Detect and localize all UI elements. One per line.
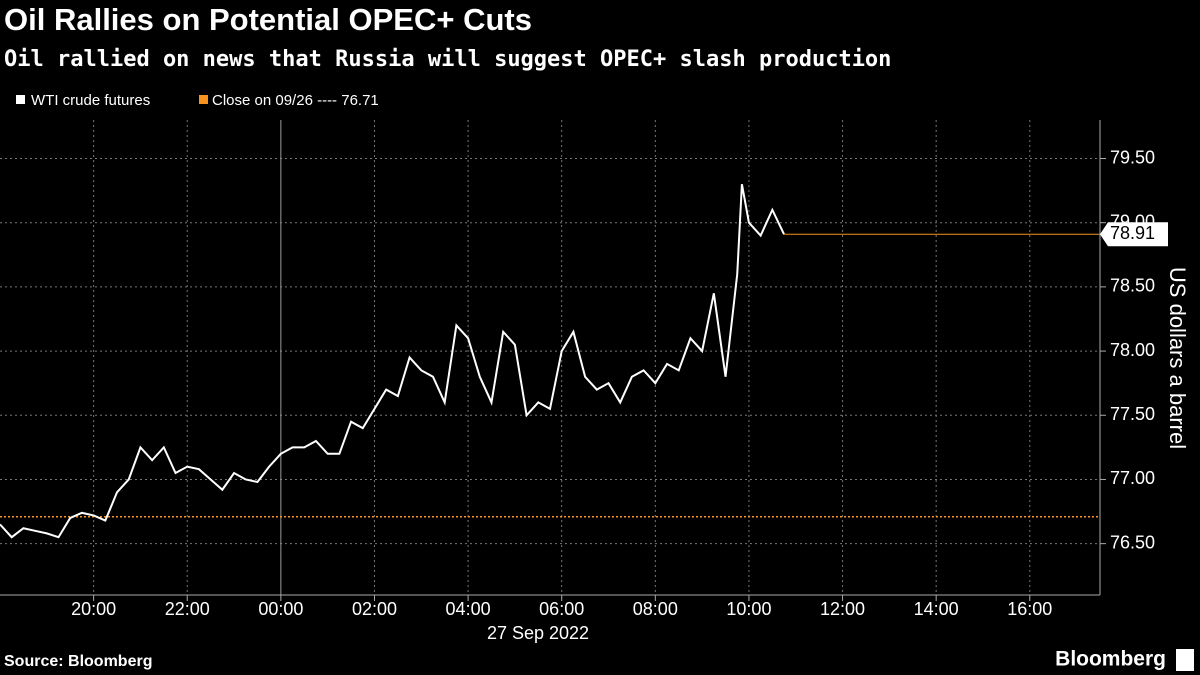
legend-value: 76.71 <box>341 92 379 109</box>
x-tick-label: 14:00 <box>914 599 959 619</box>
y-tick-label: 77.50 <box>1110 404 1155 424</box>
y-tick-label: 78.50 <box>1110 276 1155 296</box>
y-tick-label: 79.50 <box>1110 147 1155 167</box>
x-tick-label: 06:00 <box>539 599 584 619</box>
date-label: 27 Sep 2022 <box>487 623 589 643</box>
legend-label: Close on 09/26 ---- 76.71 <box>212 92 379 109</box>
brand-icon <box>1176 649 1194 671</box>
y-tick-label: 78.00 <box>1110 340 1155 360</box>
legend-label: WTI crude futures <box>31 92 150 109</box>
brand: Bloomberg <box>1055 648 1166 671</box>
legend-swatch <box>199 95 208 104</box>
x-tick-label: 16:00 <box>1007 599 1052 619</box>
legend-swatch <box>16 95 25 104</box>
price-line <box>0 184 785 539</box>
x-tick-label: 20:00 <box>71 599 116 619</box>
source: Source: Bloomberg <box>4 653 152 670</box>
x-tick-label: 00:00 <box>258 599 303 619</box>
legend-text: Close on 09/26 ---- <box>212 92 337 109</box>
last-price-label: 78.91 <box>1110 223 1155 243</box>
x-tick-label: 04:00 <box>446 599 491 619</box>
x-tick-label: 02:00 <box>352 599 397 619</box>
x-tick-label: 22:00 <box>165 599 210 619</box>
x-tick-label: 10:00 <box>726 599 771 619</box>
y-tick-label: 77.00 <box>1110 468 1155 488</box>
chart-subtitle: Oil rallied on news that Russia will sug… <box>4 47 891 72</box>
last-price-tag <box>1100 222 1168 247</box>
x-tick-label: 12:00 <box>820 599 865 619</box>
x-tick-label: 08:00 <box>633 599 678 619</box>
y-tick-label: 76.50 <box>1110 532 1155 552</box>
chart-title: Oil Rallies on Potential OPEC+ Cuts <box>4 2 532 37</box>
y-axis-label: US dollars a barrel <box>1165 267 1190 449</box>
